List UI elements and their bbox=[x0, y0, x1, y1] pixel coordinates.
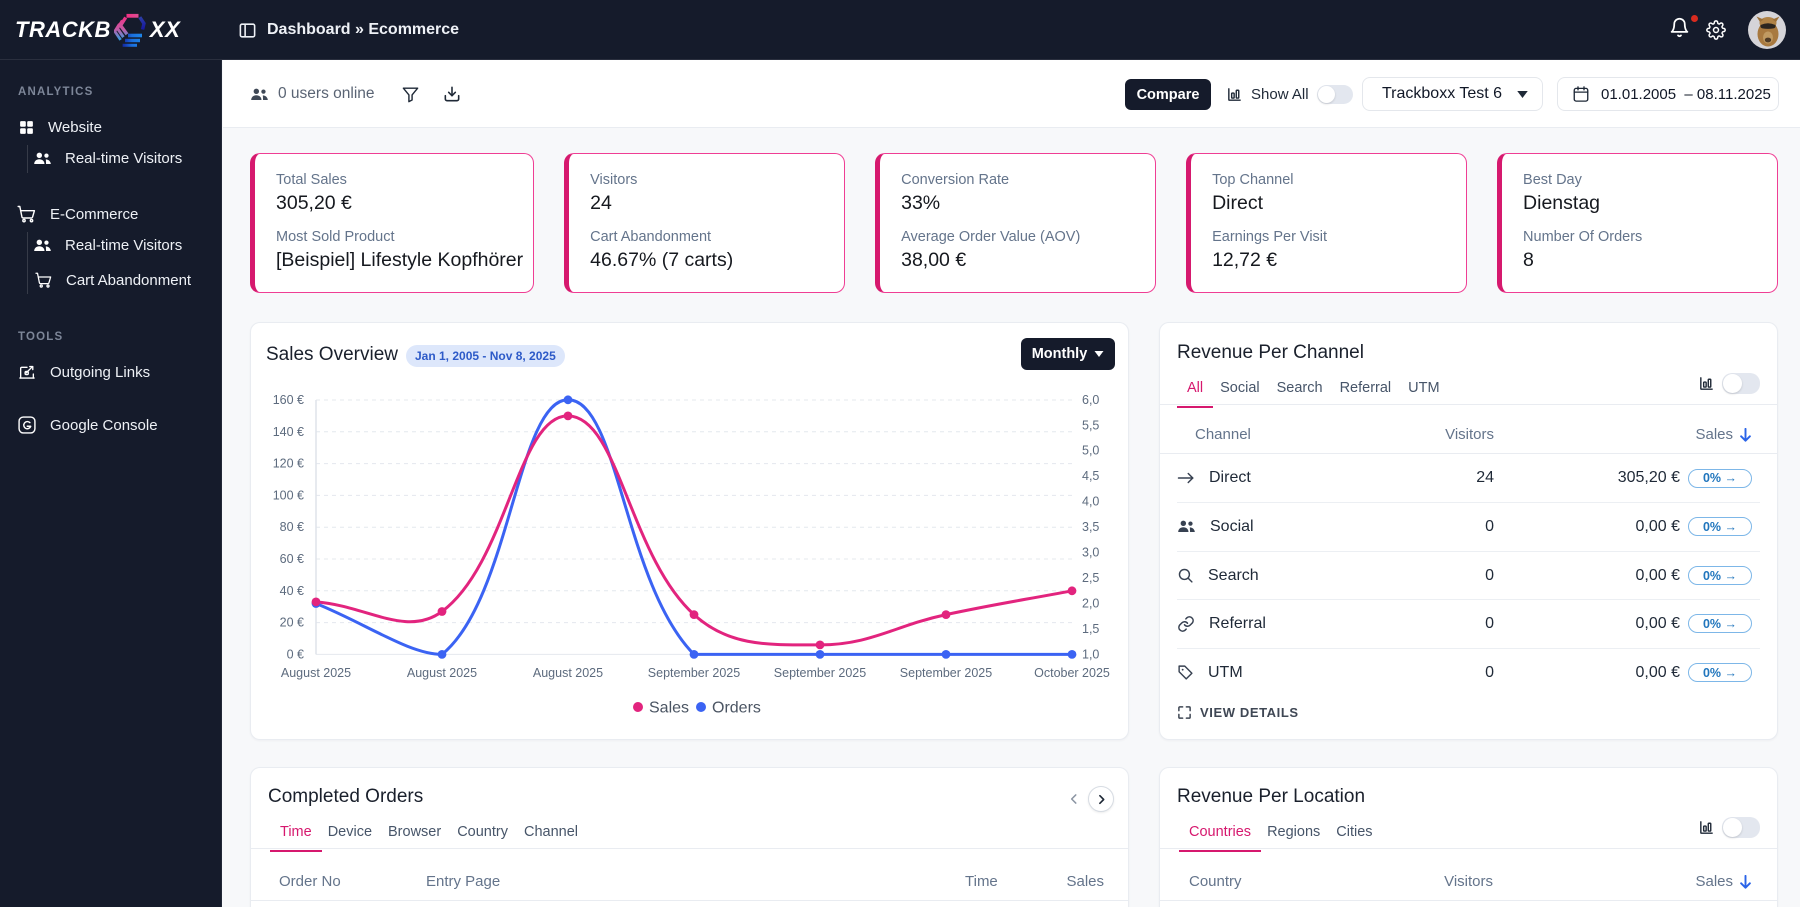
svg-text:August 2025: August 2025 bbox=[533, 666, 603, 680]
svg-text:September 2025: September 2025 bbox=[774, 666, 866, 680]
svg-text:160 €: 160 € bbox=[273, 393, 304, 407]
svg-text:1,5: 1,5 bbox=[1082, 622, 1099, 636]
svg-text:Sales: Sales bbox=[649, 700, 689, 717]
svg-text:1,0: 1,0 bbox=[1082, 647, 1099, 661]
svg-text:3,5: 3,5 bbox=[1082, 520, 1099, 534]
svg-text:September 2025: September 2025 bbox=[900, 666, 992, 680]
svg-text:20 €: 20 € bbox=[280, 616, 304, 630]
svg-text:October 2025: October 2025 bbox=[1034, 666, 1110, 680]
svg-text:3,0: 3,0 bbox=[1082, 546, 1099, 560]
svg-text:60 €: 60 € bbox=[280, 552, 304, 566]
svg-text:September 2025: September 2025 bbox=[648, 666, 740, 680]
svg-text:4,5: 4,5 bbox=[1082, 469, 1099, 483]
svg-text:5,5: 5,5 bbox=[1082, 418, 1099, 432]
svg-text:0 €: 0 € bbox=[287, 647, 304, 661]
svg-text:5,0: 5,0 bbox=[1082, 444, 1099, 458]
svg-text:40 €: 40 € bbox=[280, 584, 304, 598]
svg-text:120 €: 120 € bbox=[273, 457, 304, 471]
svg-text:August 2025: August 2025 bbox=[407, 666, 477, 680]
svg-text:4,0: 4,0 bbox=[1082, 495, 1099, 509]
svg-text:2,5: 2,5 bbox=[1082, 571, 1099, 585]
svg-text:6,0: 6,0 bbox=[1082, 393, 1099, 407]
svg-text:80 €: 80 € bbox=[280, 520, 304, 534]
svg-text:Orders: Orders bbox=[712, 700, 761, 717]
svg-text:100 €: 100 € bbox=[273, 488, 304, 502]
svg-text:August 2025: August 2025 bbox=[281, 666, 351, 680]
svg-text:140 €: 140 € bbox=[273, 425, 304, 439]
svg-text:2,0: 2,0 bbox=[1082, 597, 1099, 611]
